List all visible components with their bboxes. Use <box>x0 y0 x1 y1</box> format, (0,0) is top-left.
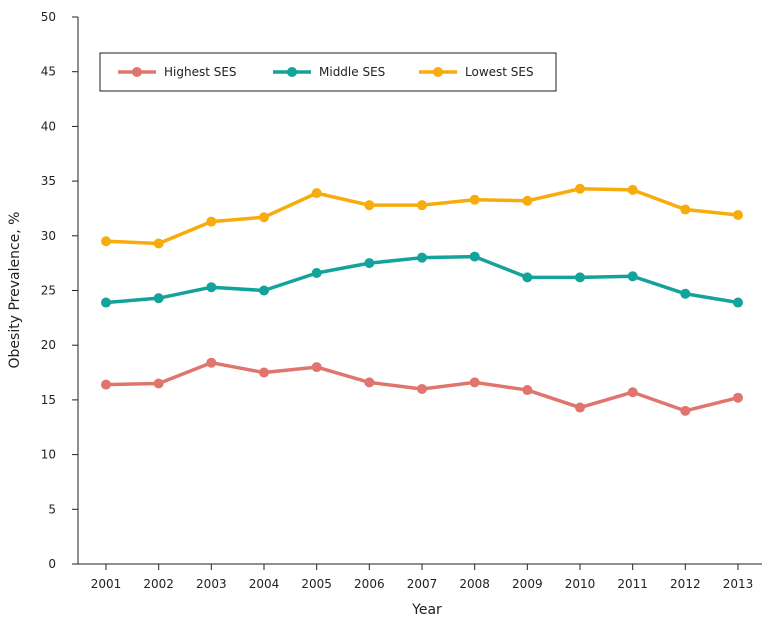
y-tick-label: 45 <box>41 65 56 79</box>
x-tick-label: 2011 <box>617 577 648 591</box>
data-point <box>469 194 480 205</box>
y-tick-label: 40 <box>41 119 56 133</box>
y-tick-label: 10 <box>41 448 56 462</box>
y-tick-label: 0 <box>48 557 56 571</box>
data-point <box>364 377 375 388</box>
series-line <box>105 187 739 246</box>
data-point <box>311 362 322 373</box>
data-point <box>101 379 111 390</box>
x-tick-label: 2002 <box>143 577 174 591</box>
legend: Highest SES Middle SES Lowest SES <box>99 52 557 92</box>
data-point <box>522 385 533 396</box>
data-point <box>259 367 269 378</box>
data-point <box>364 200 375 211</box>
y-tick-label: 50 <box>41 10 56 24</box>
data-point <box>364 258 375 269</box>
x-axis: 2001 2002 2003 2004 2005 2006 2007 2008 2009 2010… <box>91 564 754 591</box>
data-point <box>469 251 480 262</box>
series-highest-ses <box>101 357 743 416</box>
x-tick-label: 2008 <box>459 577 490 591</box>
legend-label: Highest SES <box>164 65 237 79</box>
data-point <box>575 272 585 283</box>
x-tick-label: 2009 <box>512 577 543 591</box>
y-axis: 0 5 10 15 20 25 30 35 40 45 50 <box>41 10 78 571</box>
legend-swatch-marker <box>132 67 142 77</box>
x-tick-label: 2006 <box>354 577 385 591</box>
data-point <box>153 293 164 304</box>
series-group <box>101 183 743 416</box>
data-point <box>259 285 269 296</box>
x-tick-label: 2001 <box>91 577 122 591</box>
data-point <box>206 216 217 227</box>
y-tick-label: 15 <box>41 393 56 407</box>
series-middle-ses <box>101 251 743 308</box>
y-tick-label: 20 <box>41 338 56 352</box>
series-line <box>105 254 739 305</box>
data-point <box>417 383 427 394</box>
data-point <box>417 252 427 263</box>
x-tick-label: 2012 <box>670 577 701 591</box>
data-point <box>153 238 164 249</box>
data-point <box>733 297 743 308</box>
legend-box <box>99 52 557 92</box>
data-point <box>469 377 480 388</box>
x-tick-label: 2003 <box>196 577 227 591</box>
data-point <box>627 271 638 282</box>
data-point <box>627 387 638 398</box>
series-lowest-ses <box>101 183 743 249</box>
data-point <box>680 405 691 416</box>
x-tick-label: 2010 <box>565 577 596 591</box>
legend-item: Middle SES <box>273 65 385 79</box>
data-point <box>153 378 164 389</box>
legend-item: Highest SES <box>118 65 237 79</box>
data-point <box>575 402 585 413</box>
legend-swatch-marker <box>433 67 443 77</box>
x-tick-label: 2005 <box>301 577 332 591</box>
data-point <box>311 188 322 199</box>
y-tick-label: 30 <box>41 229 56 243</box>
data-point <box>680 204 691 215</box>
legend-label: Lowest SES <box>465 65 534 79</box>
data-point <box>733 392 743 403</box>
data-point <box>575 183 585 194</box>
x-tick-label: 2004 <box>249 577 280 591</box>
data-point <box>522 195 533 206</box>
data-point <box>311 267 322 278</box>
data-point <box>206 282 217 293</box>
data-point <box>733 210 743 221</box>
y-axis-label: Obesity Prevalence, % <box>7 212 23 369</box>
y-tick-label: 35 <box>41 174 56 188</box>
legend-label: Middle SES <box>319 65 385 79</box>
x-tick-label: 2013 <box>723 577 754 591</box>
x-tick-label: 2007 <box>407 577 438 591</box>
y-tick-label: 25 <box>41 284 56 298</box>
data-point <box>417 200 427 211</box>
data-point <box>522 272 533 283</box>
legend-item: Lowest SES <box>419 65 534 79</box>
x-axis-label: Year <box>411 602 442 618</box>
data-point <box>101 297 111 308</box>
data-point <box>259 212 269 223</box>
data-point <box>206 357 217 368</box>
data-point <box>101 236 111 247</box>
legend-swatch-marker <box>287 67 297 77</box>
y-tick-label: 5 <box>48 502 56 516</box>
data-point <box>680 288 691 299</box>
data-point <box>627 184 638 195</box>
